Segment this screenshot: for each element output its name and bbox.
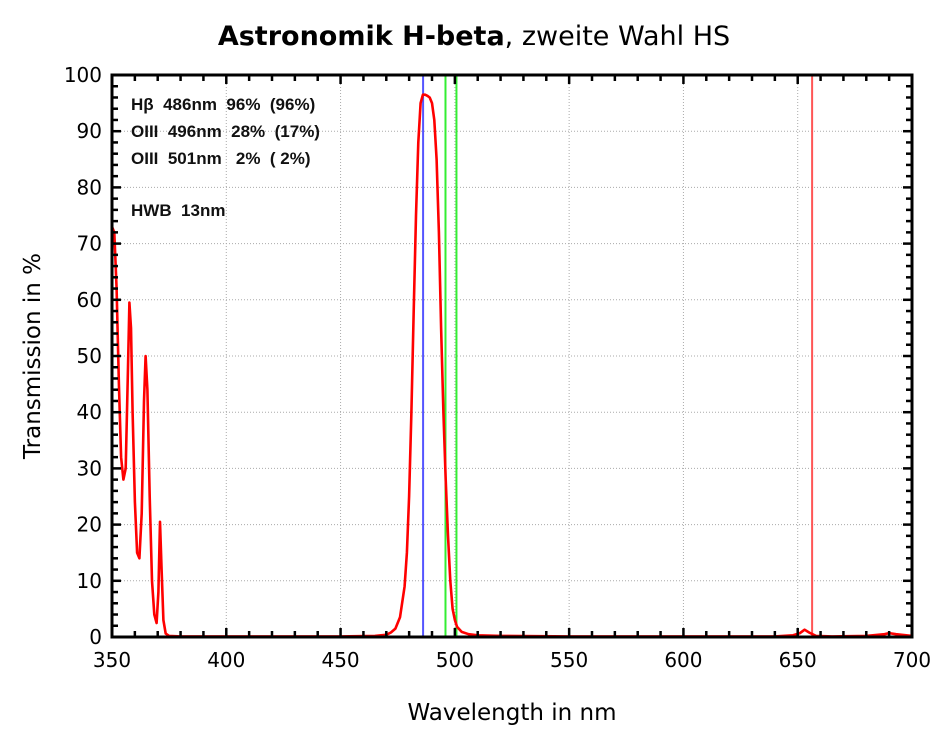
y-tick-label: 10 [77,569,102,593]
ticks: 350 400 450 500 550 600 650 700 0 10 20 30 40 50 60 70 8… [64,63,931,672]
x-tick-label: 650 [779,648,817,672]
x-tick-label: 400 [207,648,245,672]
grid [112,75,912,637]
annotation-line: HWB 13nm [131,201,225,220]
y-tick-label: 100 [64,63,102,87]
series [110,93,913,638]
y-tick-label: 40 [77,400,102,424]
y-tick-label: 80 [77,175,102,199]
y-tick-label: 20 [77,513,102,537]
x-tick-label: 500 [436,648,474,672]
reference-lines [422,75,814,637]
title-rest: , zweite Wahl HS [505,21,730,52]
annotation-line: OIII 501nm 2% ( 2%) [131,149,311,168]
y-tick-label: 30 [77,456,102,480]
title-bold: Astronomik H-beta [218,21,505,52]
x-tick-label: 350 [93,648,131,672]
y-tick-label: 50 [77,344,102,368]
x-tick-label: 700 [893,648,931,672]
transmission-curve [110,93,913,638]
y-tick-label: 60 [77,288,102,312]
y-tick-label: 0 [89,625,102,649]
y-tick-label: 90 [77,119,102,143]
x-axis-label: Wavelength in nm [407,700,616,726]
x-tick-label: 600 [664,648,702,672]
y-axis-label: Transmission in % [20,253,46,460]
chart-title: Astronomik H-beta, zweite Wahl HS [218,21,730,52]
y-tick-label: 70 [77,232,102,256]
annotation-line: OIII 496nm 28% (17%) [131,122,320,141]
x-tick-label: 450 [321,648,359,672]
x-tick-label: 550 [550,648,588,672]
annotations: Hβ 486nm 96% (96%) OIII 496nm 28% (17%) OI… [131,95,320,220]
annotation-line: Hβ 486nm 96% (96%) [131,95,315,114]
